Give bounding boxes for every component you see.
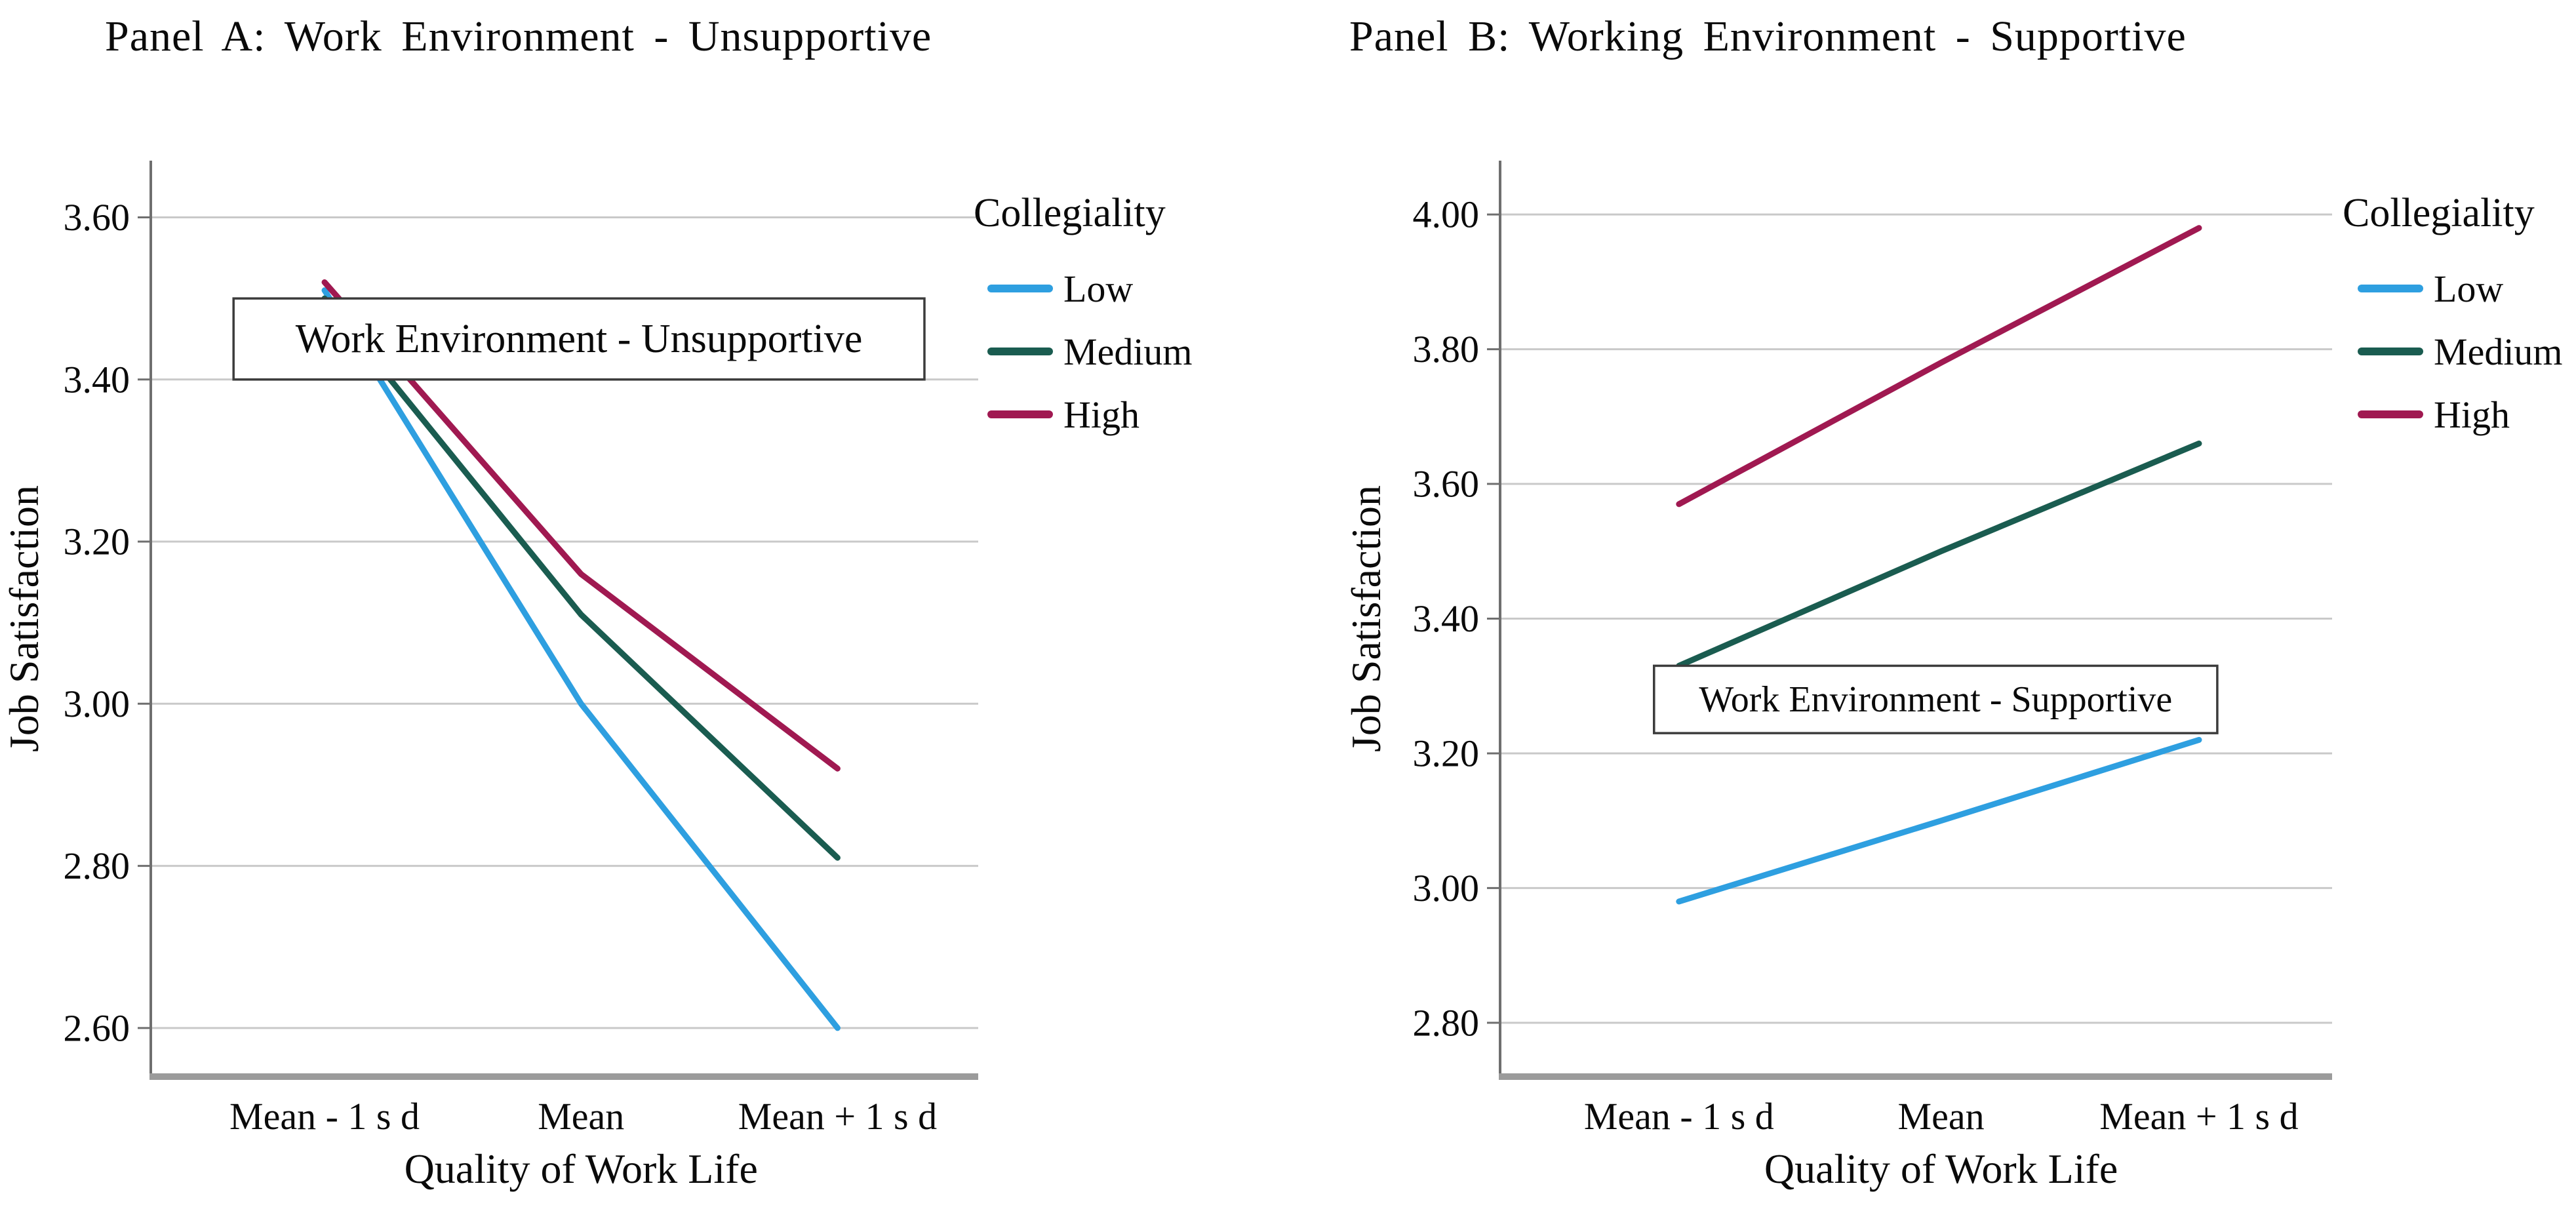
x-tick-label: Mean xyxy=(538,1095,624,1138)
x-tick-label: Mean + 1 s d xyxy=(2099,1095,2298,1138)
panel-a-chart: Work Environment - Unsupportive 3.60 3.40 3… xyxy=(1,161,1193,1192)
y-tick-label: 3.20 xyxy=(1413,732,1480,774)
y-tick-label: 2.80 xyxy=(1413,1001,1480,1044)
annotation-box xyxy=(232,297,926,381)
x-axis-title: Quality of Work Life xyxy=(1764,1145,2118,1192)
panel-b-chart: Work Environment - Supportive 4.00 3.80 3.6… xyxy=(1343,161,2563,1192)
y-tick-label: 3.00 xyxy=(64,683,130,725)
y-axis-title: Job Satisfaction xyxy=(1,485,47,752)
y-tick-label: 2.60 xyxy=(64,1006,130,1049)
legend-label-medium: Medium xyxy=(2434,330,2563,373)
legend-label-high: High xyxy=(1063,393,1139,436)
panel-a: Panel A: Work Environment - Unsupportive… xyxy=(0,0,1285,1213)
y-tick-label: 3.80 xyxy=(1413,328,1480,370)
x-tick-label: Mean xyxy=(1898,1095,1985,1138)
legend-label-low: Low xyxy=(1063,268,1133,310)
panel-a-title: Panel A: Work Environment - Unsupportive xyxy=(105,12,932,60)
y-tick-label: 3.60 xyxy=(64,196,130,239)
series-line-medium xyxy=(1676,440,2202,669)
series-line-low xyxy=(321,287,841,1031)
panel-b: Panel B: Working Environment - Supportiv… xyxy=(1285,0,2576,1213)
legend-title: Collegiality xyxy=(2343,191,2535,235)
y-tick-label: 3.20 xyxy=(64,521,130,563)
y-tick-label: 4.00 xyxy=(1413,193,1480,236)
legend-label-medium: Medium xyxy=(1063,330,1193,373)
panel-b-title: Panel B: Working Environment - Supportiv… xyxy=(1349,12,2187,60)
x-tick-label: Mean - 1 s d xyxy=(1584,1095,1774,1138)
annotation-text: Work Environment - Supportive xyxy=(1699,679,2172,720)
legend-label-high: High xyxy=(2434,393,2510,436)
y-axis-title: Job Satisfaction xyxy=(1343,485,1389,752)
series-line-medium xyxy=(321,295,841,861)
annotation-box xyxy=(1653,664,2219,734)
x-axis-title: Quality of Work Life xyxy=(405,1145,758,1192)
series-line-low xyxy=(1676,736,2202,905)
y-tick-label: 3.40 xyxy=(64,358,130,401)
legend-label-low: Low xyxy=(2434,268,2503,310)
legend-title: Collegiality xyxy=(974,191,1166,235)
y-tick-label: 2.80 xyxy=(64,845,130,887)
x-tick-label: Mean - 1 s d xyxy=(229,1095,420,1138)
annotation-text: Work Environment - Unsupportive xyxy=(296,317,863,361)
y-tick-label: 3.00 xyxy=(1413,867,1480,909)
x-tick-label: Mean + 1 s d xyxy=(738,1095,937,1138)
series-line-high xyxy=(1676,225,2202,507)
y-tick-label: 3.40 xyxy=(1413,597,1480,640)
y-tick-label: 3.60 xyxy=(1413,463,1480,506)
